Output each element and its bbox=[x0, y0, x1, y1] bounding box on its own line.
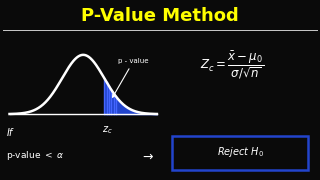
Text: P-Value Method: P-Value Method bbox=[81, 7, 239, 25]
Text: $z_c$: $z_c$ bbox=[102, 124, 113, 136]
Text: $Z_c = \dfrac{\bar{x} - \mu_0}{\sigma/\sqrt{n}}$: $Z_c = \dfrac{\bar{x} - \mu_0}{\sigma/\s… bbox=[200, 49, 264, 81]
Text: If: If bbox=[6, 128, 13, 138]
FancyBboxPatch shape bbox=[172, 136, 308, 170]
Text: p - value: p - value bbox=[113, 58, 149, 97]
Text: p-value $<$ $\alpha$: p-value $<$ $\alpha$ bbox=[6, 149, 65, 162]
Text: $\rightarrow$: $\rightarrow$ bbox=[140, 149, 154, 162]
Text: Reject $H_0$: Reject $H_0$ bbox=[217, 145, 263, 159]
